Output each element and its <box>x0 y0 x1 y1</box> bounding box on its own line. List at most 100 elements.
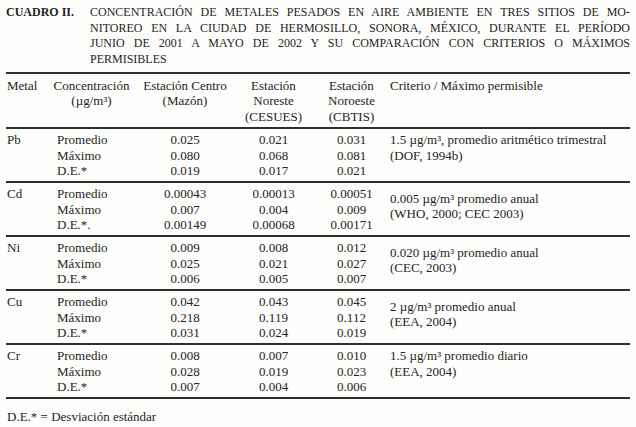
criterion-line: (CEC, 2003) <box>390 260 630 276</box>
noroeste-values: 0.012 0.027 0.007 <box>315 240 388 287</box>
noreste-values: 0.008 0.021 0.005 <box>232 240 315 287</box>
metal-symbol: Ni <box>6 240 45 287</box>
value: 0.005 <box>232 271 315 287</box>
noreste-values: 0.00013 0.004 0.00068 <box>232 186 315 233</box>
header-line: (CESUES) <box>232 109 315 125</box>
criterion: 2 µg/m³ promedio anual (EEA, 2004) <box>388 294 630 341</box>
criterion-line: 2 µg/m³ promedio anual <box>390 299 630 315</box>
col-header-estacion-noreste: Estación Noreste (CESUES) <box>232 78 315 125</box>
noreste-values: 0.043 0.119 0.024 <box>232 294 315 341</box>
metal-group-ni: Ni Promedio Máximo D.E.* 0.009 0.025 0.0… <box>6 237 630 291</box>
stat-label: Máximo <box>57 148 138 164</box>
header-line: Criterio / Máximo permisible <box>390 78 630 94</box>
stat-label: Máximo <box>57 310 138 326</box>
noroeste-values: 0.031 0.081 0.021 <box>315 132 388 179</box>
value: 0.00068 <box>232 217 315 233</box>
noreste-values: 0.021 0.068 0.017 <box>232 132 315 179</box>
stat-labels: Promedio Máximo D.E.* <box>45 240 138 287</box>
stat-label: Máximo <box>57 202 138 218</box>
table-caption-text: CONCENTRACIÓN DE METALES PESADOS EN AIRE… <box>90 5 630 67</box>
stat-labels: Promedio Máximo D.E.* <box>45 348 138 395</box>
value: 0.045 <box>315 294 388 310</box>
value: 0.068 <box>232 148 315 164</box>
metal-symbol: Cd <box>6 186 45 233</box>
criterion: 1.5 µg/m³ promedio diario (EEA, 2004) <box>388 348 630 395</box>
stat-labels: Promedio Máximo D.E.* <box>45 132 138 179</box>
centro-values: 0.025 0.080 0.019 <box>138 132 232 179</box>
value: 0.008 <box>138 348 232 364</box>
value: 0.027 <box>315 256 388 272</box>
header-line: Concentración <box>45 78 138 94</box>
header-line: (Mazón) <box>138 93 232 109</box>
stat-label: D.E.* <box>57 271 138 287</box>
metal-symbol: Pb <box>6 132 45 179</box>
criterion: 1.5 µg/m³, promedio aritmético trimestra… <box>388 132 630 179</box>
value: 0.081 <box>315 148 388 164</box>
caption-line: CONCENTRACIÓN DE METALES PESADOS EN AIRE… <box>90 5 630 21</box>
value: 0.017 <box>232 163 315 179</box>
criterion: 0.020 µg/m³ promedio anual (CEC, 2003) <box>388 240 630 287</box>
criterion-line: (EEA, 2004) <box>390 364 630 380</box>
caption-line: PERMISIBLES <box>90 52 630 68</box>
centro-values: 0.009 0.025 0.006 <box>138 240 232 287</box>
col-header-criterio: Criterio / Máximo permisible <box>388 78 630 125</box>
value: 0.031 <box>138 325 232 341</box>
value: 0.042 <box>138 294 232 310</box>
stat-labels: Promedio Máximo D.E.* <box>45 294 138 341</box>
metals-table: Metal Concentración (µg/m³) Estación Cen… <box>6 72 630 399</box>
criterion-line: 0.020 µg/m³ promedio anual <box>390 245 630 261</box>
value: 0.024 <box>232 325 315 341</box>
stat-label: D.E.* <box>57 163 138 179</box>
header-line: (µg/m³) <box>45 93 138 109</box>
header-line: Noroeste <box>315 93 388 109</box>
stat-label: Promedio <box>57 132 138 148</box>
criterion-line: (WHO, 2000; CEC 2003) <box>390 206 630 222</box>
metal-group-cd: Cd Promedio Máximo D.E.*. 0.00043 0.007 … <box>6 183 630 237</box>
stat-label: D.E.*. <box>57 217 138 233</box>
metal-group-pb: Pb Promedio Máximo D.E.* 0.025 0.080 0.0… <box>6 129 630 183</box>
value: 0.019 <box>232 364 315 380</box>
value: 0.025 <box>138 132 232 148</box>
header-line: Estación <box>232 78 315 94</box>
criterion-line: 0.005 µg/m³ promedio anual <box>390 191 630 207</box>
header-line: Metal <box>7 78 45 94</box>
criterion: 0.005 µg/m³ promedio anual (WHO, 2000; C… <box>388 186 630 233</box>
metal-symbol: Cu <box>6 294 45 341</box>
value: 0.028 <box>138 364 232 380</box>
value: 0.019 <box>138 163 232 179</box>
value: 0.00013 <box>232 186 315 202</box>
stat-label: Promedio <box>57 294 138 310</box>
value: 0.004 <box>232 379 315 395</box>
value: 0.00051 <box>315 186 388 202</box>
value: 0.006 <box>138 271 232 287</box>
centro-values: 0.042 0.218 0.031 <box>138 294 232 341</box>
noreste-values: 0.007 0.019 0.004 <box>232 348 315 395</box>
stat-label: D.E.* <box>57 379 138 395</box>
value: 0.119 <box>232 310 315 326</box>
centro-values: 0.00043 0.007 0.00149 <box>138 186 232 233</box>
value: 0.031 <box>315 132 388 148</box>
caption-line: NITOREO EN LA CIUDAD DE HERMOSILLO, SONO… <box>90 21 630 37</box>
metal-group-cr: Cr Promedio Máximo D.E.* 0.008 0.028 0.0… <box>6 345 630 399</box>
noroeste-values: 0.010 0.023 0.006 <box>315 348 388 395</box>
metal-group-cu: Cu Promedio Máximo D.E.* 0.042 0.218 0.0… <box>6 291 630 345</box>
header-line: Noreste <box>232 93 315 109</box>
value: 0.00171 <box>315 217 388 233</box>
centro-values: 0.008 0.028 0.007 <box>138 348 232 395</box>
stat-label: Promedio <box>57 240 138 256</box>
value: 0.021 <box>315 163 388 179</box>
col-header-estacion-noroeste: Estación Noroeste (CBTIS) <box>315 78 388 125</box>
value: 0.004 <box>232 202 315 218</box>
stat-label: Máximo <box>57 256 138 272</box>
value: 0.007 <box>315 271 388 287</box>
col-header-concentracion: Concentración (µg/m³) <box>45 78 138 125</box>
value: 0.010 <box>315 348 388 364</box>
value: 0.012 <box>315 240 388 256</box>
value: 0.023 <box>315 364 388 380</box>
value: 0.080 <box>138 148 232 164</box>
value: 0.021 <box>232 132 315 148</box>
value: 0.00149 <box>138 217 232 233</box>
criterion-line: 1.5 µg/m³ promedio diario <box>390 348 630 364</box>
criterion-line: 1.5 µg/m³, promedio aritmético trimestra… <box>390 132 630 148</box>
value: 0.007 <box>138 202 232 218</box>
